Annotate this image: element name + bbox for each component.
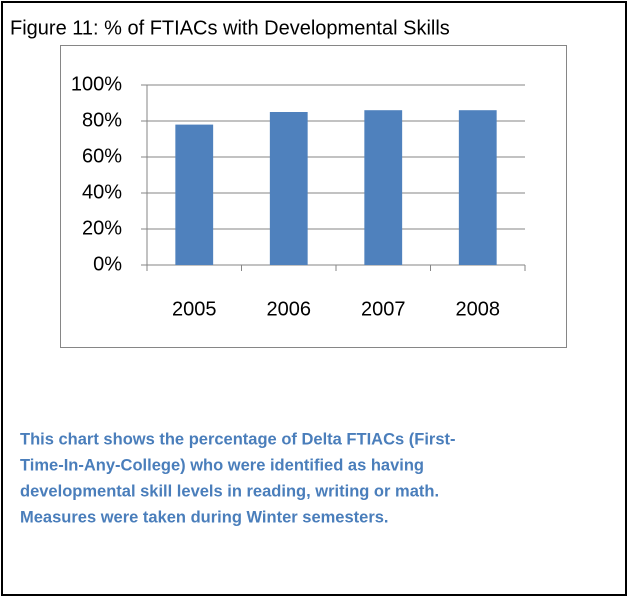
- bar: [175, 124, 214, 265]
- x-tick-label: 2008: [456, 298, 501, 320]
- y-tick-label: 60%: [82, 145, 122, 167]
- y-tick-label: 40%: [82, 181, 122, 203]
- chart-title: Figure 11: % of FTIACs with Developmenta…: [10, 17, 450, 39]
- x-tick-label: 2005: [172, 298, 217, 320]
- description-line: developmental skill levels in reading, w…: [20, 482, 439, 500]
- y-tick-label: 100%: [71, 73, 122, 95]
- y-tick-label: 0%: [93, 253, 122, 275]
- x-tick-label: 2007: [361, 298, 406, 320]
- bar: [458, 110, 497, 265]
- bar: [269, 112, 308, 265]
- bar: [364, 110, 403, 265]
- description-line: Measures were taken during Winter semest…: [20, 508, 389, 526]
- y-tick-label: 20%: [82, 217, 122, 239]
- description-line: This chart shows the percentage of Delta…: [20, 430, 456, 448]
- y-tick-label: 80%: [82, 109, 122, 131]
- description-line: Time-In-Any-College) who were identified…: [20, 456, 424, 474]
- x-tick-label: 2006: [267, 298, 312, 320]
